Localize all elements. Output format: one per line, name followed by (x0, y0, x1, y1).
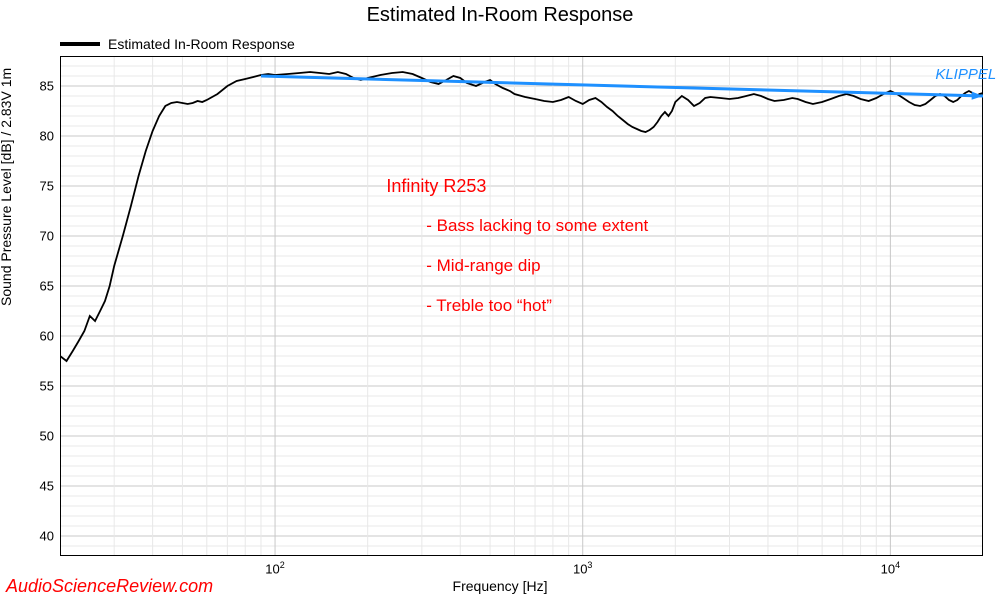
y-axis-label: Sound Pressure Level [dB] / 2.83V 1m (0, 68, 14, 306)
annotation-note: - Treble too “hot” (426, 296, 552, 316)
annotation-note: - Bass lacking to some extent (426, 216, 648, 236)
legend-swatch (60, 42, 100, 46)
x-tick-label: 103 (573, 560, 592, 576)
y-tick-label: 45 (0, 479, 54, 494)
x-tick-label: 102 (265, 560, 284, 576)
annotation-title: Infinity R253 (386, 176, 486, 197)
chart-container: Estimated In-Room Response Estimated In-… (0, 0, 1000, 600)
y-tick-label: 60 (0, 329, 54, 344)
chart-title: Estimated In-Room Response (0, 4, 1000, 27)
y-tick-label: 50 (0, 429, 54, 444)
watermark: AudioScienceReview.com (6, 576, 213, 597)
klippel-label: KLIPPEL (935, 66, 996, 83)
y-tick-label: 40 (0, 529, 54, 544)
y-tick-label: 55 (0, 379, 54, 394)
legend-label: Estimated In-Room Response (108, 36, 295, 52)
legend: Estimated In-Room Response (60, 36, 295, 52)
x-tick-label: 104 (881, 560, 900, 576)
annotation-note: - Mid-range dip (426, 256, 540, 276)
